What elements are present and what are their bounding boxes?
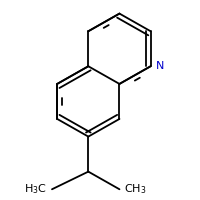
Text: N: N — [156, 61, 165, 71]
Text: H$_3$C: H$_3$C — [24, 182, 47, 196]
Text: CH$_3$: CH$_3$ — [124, 182, 147, 196]
